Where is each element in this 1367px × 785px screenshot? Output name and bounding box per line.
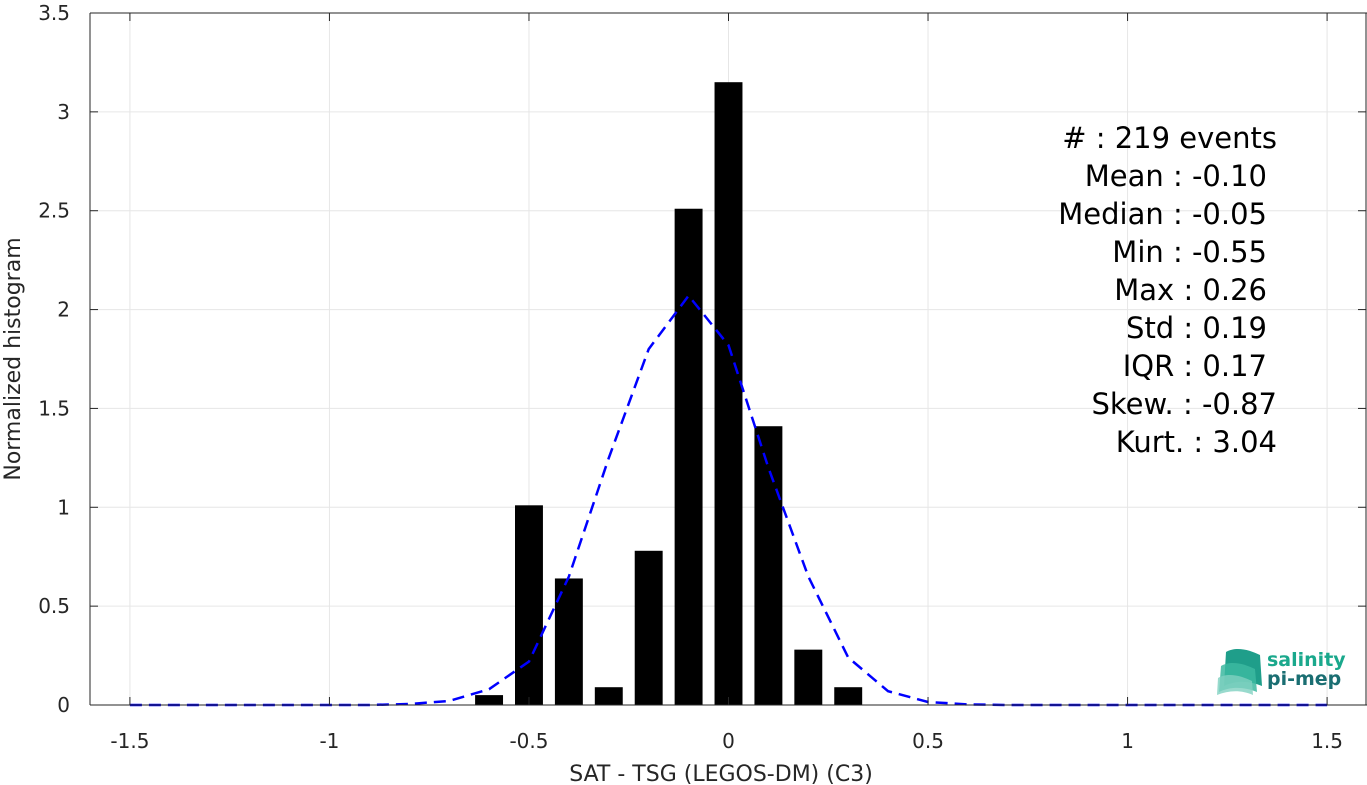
- histogram-bar: [554, 578, 583, 705]
- salinity-pi-mep-logo: salinity pi-mep: [1217, 648, 1346, 695]
- stats-median: Median : -0.05: [1058, 197, 1267, 231]
- histogram-bar: [475, 695, 504, 705]
- wave-logo-icon: [1217, 648, 1262, 695]
- logo-text-salinity: salinity: [1267, 649, 1346, 671]
- stats-iqr: IQR : 0.17: [1123, 349, 1267, 383]
- y-tick-label: 3: [57, 100, 70, 124]
- histogram-bars: [475, 82, 863, 706]
- x-tick-label: 0: [722, 729, 735, 753]
- stats-max: Max : 0.26: [1114, 273, 1267, 307]
- stats-kurt: Kurt. : 3.04: [1116, 425, 1277, 459]
- logo-text-pi-mep: pi-mep: [1267, 668, 1341, 690]
- y-tick-label: 3.5: [38, 1, 70, 25]
- x-tick-label: 0.5: [912, 729, 944, 753]
- stats-events: # : 219 events: [1062, 121, 1277, 155]
- tick-labels: -1.5 -1 -0.5 0 0.5 1 1.5 0 0.5 1 1.5 2 2.5 3 3.5: [38, 1, 1343, 753]
- x-tick-label: -1: [319, 729, 339, 753]
- y-tick-label: 1.5: [38, 396, 70, 420]
- x-tick-label: 1: [1121, 729, 1134, 753]
- histogram-bar: [834, 687, 863, 705]
- histogram-bar: [594, 687, 623, 705]
- histogram-bar: [674, 208, 703, 706]
- statistics-annotation: # : 219 events Mean : -0.10 Median : -0.…: [1058, 121, 1277, 459]
- y-tick-label: 1: [57, 495, 70, 519]
- histogram-bar: [754, 426, 783, 705]
- stats-min: Min : -0.55: [1112, 235, 1267, 269]
- y-axis-title: Normalized histogram: [1, 237, 26, 480]
- stats-mean: Mean : -0.10: [1085, 159, 1267, 193]
- histogram-bar: [515, 505, 543, 705]
- y-tick-label: 2.5: [38, 199, 70, 223]
- x-axis-title: SAT - TSG (LEGOS-DM) (C3): [569, 762, 873, 785]
- histogram-bar: [794, 649, 823, 705]
- x-tick-label: -1.5: [110, 729, 149, 753]
- stats-skew: Skew. : -0.87: [1091, 387, 1277, 421]
- histogram-bar: [634, 550, 663, 705]
- y-tick-label: 0: [57, 693, 70, 717]
- x-tick-label: -0.5: [509, 729, 548, 753]
- y-tick-label: 0.5: [38, 594, 70, 618]
- x-tick-label: 1.5: [1311, 729, 1343, 753]
- axes: [89, 12, 1367, 706]
- histogram-bar: [714, 82, 743, 705]
- stats-std: Std : 0.19: [1126, 311, 1267, 345]
- y-tick-label: 2: [57, 298, 70, 322]
